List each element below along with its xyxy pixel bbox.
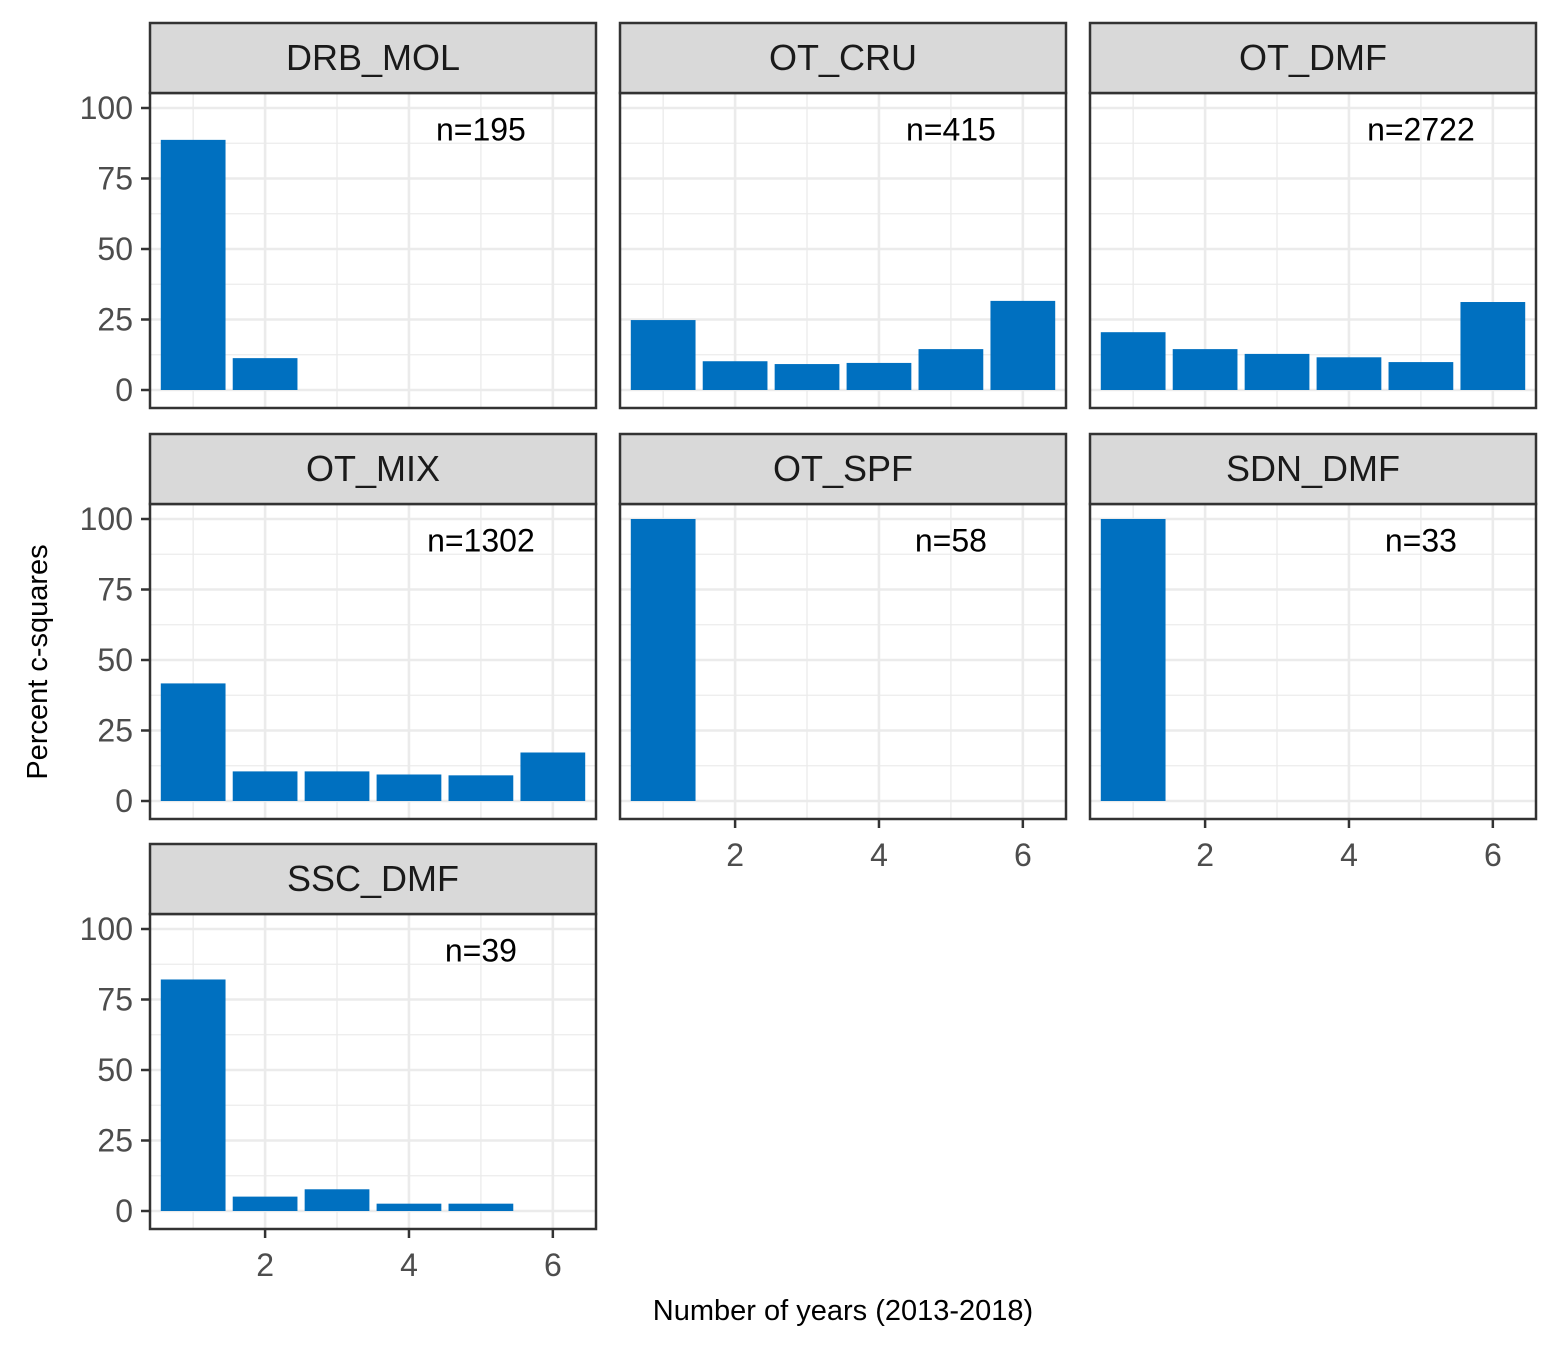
y-tick-label: 0 <box>115 1193 133 1229</box>
bar <box>232 358 298 390</box>
bar <box>846 362 912 390</box>
bar <box>630 519 696 801</box>
bar <box>702 361 768 390</box>
bar <box>1100 332 1166 390</box>
facet-panel-ot-dmf: n=2722 OT_DMF <box>1088 21 1538 410</box>
facet-strip-label: OT_MIX <box>306 448 440 489</box>
facet-strip-label: SDN_DMF <box>1226 448 1400 489</box>
y-tick-label: 50 <box>97 231 133 267</box>
bar <box>1172 349 1238 390</box>
x-tick-label: 4 <box>400 1247 418 1283</box>
bar <box>304 1189 370 1211</box>
facet-strip <box>148 21 598 95</box>
facet-panel-ot-cru: n=415 OT_CRU <box>618 21 1068 410</box>
bar <box>1316 357 1382 390</box>
bar <box>448 775 514 801</box>
panel-annotation: n=415 <box>906 111 996 147</box>
panel-annotation: n=1302 <box>427 522 535 558</box>
y-tick-label: 25 <box>97 713 133 749</box>
x-tick-label: 2 <box>1196 837 1214 873</box>
facet-strip-label: OT_CRU <box>769 37 917 78</box>
y-tick-label: 75 <box>97 572 133 608</box>
y-tick-label: 0 <box>115 783 133 819</box>
bar <box>1460 302 1526 390</box>
bar <box>448 1203 514 1211</box>
y-tick-label: 25 <box>97 302 133 338</box>
bar <box>376 1203 442 1211</box>
x-tick-label: 6 <box>544 1247 562 1283</box>
x-tick-label: 2 <box>256 1247 274 1283</box>
x-tick-label: 6 <box>1014 837 1032 873</box>
facet-strip <box>148 842 598 916</box>
facet-strip-label: OT_DMF <box>1239 37 1387 78</box>
y-tick-label: 100 <box>80 911 133 947</box>
panel-annotation: n=33 <box>1385 522 1457 558</box>
x-tick-label: 4 <box>1340 837 1358 873</box>
bar <box>232 771 298 801</box>
bar <box>990 300 1056 390</box>
bar <box>520 752 586 801</box>
facet-strip <box>1088 21 1538 95</box>
facet-panel-sdn-dmf: n=33 SDN_DMF 2 4 6 <box>1088 432 1538 873</box>
facet-panel-drb-mol: n=195 DRB_MOL 0 25 50 75 100 <box>80 21 598 410</box>
bar <box>232 1196 298 1211</box>
y-tick-label: 50 <box>97 1052 133 1088</box>
facet-panel-ot-mix: n=1302 OT_MIX 0 25 50 75 100 <box>80 432 598 821</box>
panel-annotation: n=39 <box>445 932 517 968</box>
x-tick-label: 6 <box>1484 837 1502 873</box>
x-tick-label: 2 <box>726 837 744 873</box>
facet-strip <box>1088 432 1538 506</box>
facet-strip-label: SSC_DMF <box>287 858 459 899</box>
facet-strip-label: OT_SPF <box>773 448 913 489</box>
panel-annotation: n=195 <box>436 111 526 147</box>
x-tick-label: 4 <box>870 837 888 873</box>
bar <box>1388 362 1454 390</box>
panel-annotation: n=58 <box>915 522 987 558</box>
y-tick-label: 75 <box>97 161 133 197</box>
facet-strip <box>618 21 1068 95</box>
y-tick-label: 25 <box>97 1123 133 1159</box>
y-tick-label: 0 <box>115 372 133 408</box>
facet-strip <box>618 432 1068 506</box>
x-axis-title: Number of years (2013-2018) <box>653 1295 1033 1327</box>
y-tick-label: 50 <box>97 642 133 678</box>
bar <box>774 364 840 390</box>
bar <box>630 320 696 390</box>
y-axis-title: Percent c-squares <box>22 544 54 779</box>
y-tick-label: 75 <box>97 982 133 1018</box>
bar <box>1244 353 1310 390</box>
panel-annotation: n=2722 <box>1367 111 1475 147</box>
facet-strip-label: DRB_MOL <box>286 37 460 78</box>
bar <box>918 349 984 390</box>
facet-strip <box>148 432 598 506</box>
bar <box>160 683 226 801</box>
y-tick-label: 100 <box>80 501 133 537</box>
bar <box>376 774 442 801</box>
bar <box>160 979 226 1211</box>
bar <box>160 139 226 390</box>
bar <box>1100 519 1166 801</box>
y-tick-label: 100 <box>80 90 133 126</box>
bar <box>304 771 370 801</box>
facet-panel-ssc-dmf: n=39 SSC_DMF 0 25 50 75 100 2 4 6 <box>80 842 598 1283</box>
